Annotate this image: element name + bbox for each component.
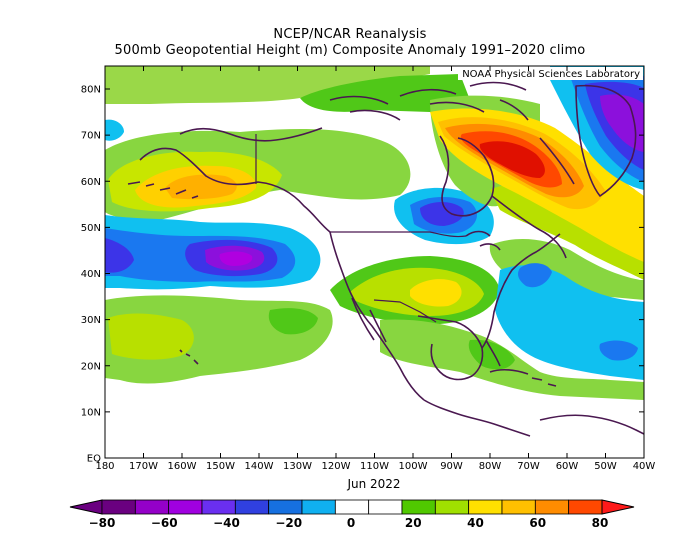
contour-indigo-canada <box>420 202 464 226</box>
contour-deep-red-canada <box>479 141 545 178</box>
anomaly-field <box>105 66 644 458</box>
contour-green-west <box>268 308 318 335</box>
lon-label: 110W <box>360 461 389 472</box>
colorbar-swatch <box>101 499 136 515</box>
coast-arctic-islands <box>329 81 529 121</box>
colorbar-label: 20 <box>405 516 422 530</box>
colorbar-swatch <box>268 499 303 515</box>
colorbar-swatch <box>334 499 370 515</box>
contour-green-gulf2 <box>468 339 515 370</box>
coast-cuba <box>489 369 557 387</box>
lon-label: 70W <box>517 461 540 472</box>
colorbar-swatch <box>368 499 403 515</box>
colorbar: −80 −60 −40 −20 0 20 40 60 80 <box>69 499 635 530</box>
lon-label: 50W <box>594 461 617 472</box>
lon-label: 180 <box>95 461 114 472</box>
coast-aleutians <box>127 181 199 199</box>
coast-east-us <box>481 233 561 349</box>
colorbar-label: −60 <box>151 516 178 530</box>
lat-label: EQ <box>87 454 101 465</box>
colorbar-label: 80 <box>592 516 609 530</box>
coast-hawaii <box>179 349 199 365</box>
colorbar-label: 0 <box>347 516 355 530</box>
lon-label: 40W <box>633 461 656 472</box>
contour-light-green-atlantic <box>489 238 644 300</box>
colorbar-swatch <box>168 499 203 515</box>
coast-gulf <box>417 315 484 381</box>
lon-label: 170W <box>129 461 158 472</box>
period-label: Jun 2022 <box>346 477 400 491</box>
contour-yellow-westus <box>410 279 462 307</box>
colorbar-label: −20 <box>275 516 302 530</box>
coast-central-america <box>423 399 531 437</box>
lat-label: 40N <box>81 269 101 280</box>
colorbar-swatch <box>234 499 270 515</box>
contour-green-arctic <box>300 74 470 112</box>
lon-label: 90W <box>440 461 463 472</box>
lon-label: 130W <box>283 461 312 472</box>
longitude-axis: 180 170W 160W 150W 140W 130W 120W 110W 100W 90W 80… <box>95 66 655 472</box>
lat-label: 20N <box>81 361 101 372</box>
lat-label: 50N <box>81 223 101 234</box>
latitude-axis: 80N 70N 60N 50N 40N 30N 20N 10N EQ <box>81 85 644 465</box>
contour-violet-greenland <box>600 94 644 152</box>
coast-alaska-north <box>179 127 323 142</box>
colorbar-min-arrow <box>69 499 103 515</box>
coast-hudson-bay <box>439 135 495 217</box>
contour-yellow-green-subtropics <box>108 313 194 360</box>
colorbar-swatch <box>468 499 503 515</box>
contour-blue-atlantic2 <box>599 340 638 361</box>
coastlines <box>127 81 644 437</box>
border-us-mexico <box>373 299 437 323</box>
border-us-canada <box>330 231 467 238</box>
contour-orange-bering <box>165 174 237 200</box>
credit-text: NOAA Physical Sciences Laboratory <box>462 69 640 80</box>
lon-label: 120W <box>322 461 351 472</box>
colorbar-swatch <box>201 499 236 515</box>
lon-label: 140W <box>245 461 274 472</box>
lat-label: 60N <box>81 177 101 188</box>
colorbar-swatch <box>134 499 170 515</box>
coast-labrador <box>491 137 575 259</box>
lat-label: 70N <box>81 131 101 142</box>
coast-great-lakes <box>465 230 501 251</box>
contour-blue-atlantic <box>518 263 552 288</box>
lon-label: 60W <box>556 461 579 472</box>
coast-south-america <box>539 414 644 435</box>
colorbar-label: −40 <box>213 516 240 530</box>
colorbar-swatch <box>301 499 336 515</box>
coast-greenland <box>575 84 637 197</box>
title: NCEP/NCAR Reanalysis <box>273 27 427 42</box>
credit-box: NOAA Physical Sciences Laboratory <box>458 67 643 80</box>
colorbar-swatch <box>534 499 570 515</box>
colorbar-label: 40 <box>467 516 484 530</box>
colorbar-label: 60 <box>529 516 546 530</box>
lon-label: 80W <box>479 461 502 472</box>
colorbar-swatch <box>434 499 470 515</box>
coast-us-west <box>329 231 425 401</box>
colorbar-max-arrow <box>601 499 635 515</box>
contour-light-green-north <box>105 66 430 104</box>
colorbar-swatch <box>501 499 536 515</box>
coast-alaska <box>139 147 331 233</box>
contour-indigo-npacific <box>105 238 134 273</box>
subtitle: 500mb Geopotential Height (m) Composite … <box>114 43 586 58</box>
lon-label: 160W <box>168 461 197 472</box>
lat-label: 30N <box>81 315 101 326</box>
coast-florida <box>485 339 501 367</box>
contour-purple-npacific <box>219 251 253 266</box>
lon-label: 100W <box>399 461 428 472</box>
lon-label: 150W <box>206 461 235 472</box>
lat-label: 80N <box>81 85 101 96</box>
colorbar-label: −80 <box>89 516 116 530</box>
coast-baja <box>351 297 387 343</box>
lat-label: 10N <box>81 407 101 418</box>
colorbar-swatch <box>401 499 436 515</box>
colorbar-swatch <box>568 499 603 515</box>
